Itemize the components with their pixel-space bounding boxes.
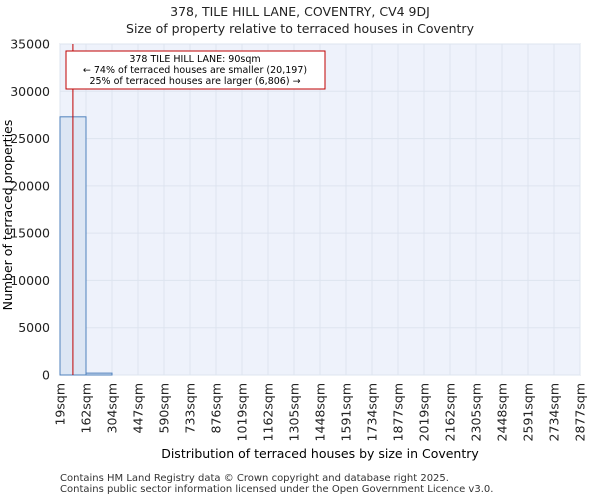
x-tick-label: 1448sqm: [313, 383, 328, 441]
y-tick-label: 10000: [10, 273, 50, 288]
footer-licence: Contains public sector information licen…: [60, 484, 494, 495]
footer-copyright: Contains HM Land Registry data © Crown c…: [60, 473, 449, 484]
y-tick-label: 15000: [10, 226, 50, 241]
x-tick-label: 304sqm: [105, 383, 120, 433]
x-tick-label: 1162sqm: [261, 383, 276, 441]
x-tick-label: 1734sqm: [365, 383, 380, 441]
x-axis-label: Distribution of terraced houses by size …: [161, 446, 479, 461]
y-tick-label: 25000: [10, 131, 50, 146]
y-tick-label: 20000: [10, 178, 50, 193]
grid-lines: [59, 43, 581, 376]
x-axis: 19sqm 162sqm 304sqm 447sqm 590sqm 733sqm 876sq…: [53, 383, 588, 441]
histogram-bar: [85, 372, 113, 376]
y-tick-label: 30000: [10, 84, 50, 99]
x-tick-label: 2019sqm: [417, 383, 432, 441]
histogram-chart: 0 5000 10000 15000 20000 25000 30000 35000 19sq…: [0, 37, 588, 462]
y-axis-label: Number of terraced properties: [0, 120, 15, 311]
x-tick-label: 1591sqm: [339, 383, 354, 441]
x-tick-label: 590sqm: [157, 383, 172, 433]
x-tick-label: 2877sqm: [573, 383, 588, 441]
x-tick-label: 2591sqm: [521, 383, 536, 441]
x-tick-label: 1019sqm: [235, 383, 250, 441]
x-tick-label: 2448sqm: [495, 383, 510, 441]
chart-title: 378, TILE HILL LANE, COVENTRY, CV4 9DJ: [170, 4, 430, 19]
x-tick-label: 2734sqm: [547, 383, 562, 441]
y-tick-label: 0: [42, 368, 50, 383]
y-tick-label: 5000: [18, 320, 50, 335]
chart-subtitle: Size of property relative to terraced ho…: [126, 21, 474, 36]
annotation-box: [65, 50, 326, 90]
y-axis: 0 5000 10000 15000 20000 25000 30000 35000: [10, 37, 50, 383]
annotation-line-2: ← 74% of terraced houses are smaller (20…: [83, 65, 307, 76]
x-tick-label: 733sqm: [183, 383, 198, 433]
x-tick-label: 162sqm: [79, 383, 94, 433]
x-tick-label: 447sqm: [131, 383, 146, 433]
x-tick-label: 1877sqm: [391, 383, 406, 441]
x-tick-label: 876sqm: [209, 383, 224, 433]
x-tick-label: 19sqm: [53, 383, 68, 426]
x-tick-label: 2305sqm: [469, 383, 484, 441]
x-tick-label: 2162sqm: [443, 383, 458, 441]
annotation-line-1: 378 TILE HILL LANE: 90sqm: [129, 54, 260, 65]
y-tick-label: 35000: [10, 37, 50, 52]
x-tick-label: 1305sqm: [287, 383, 302, 441]
annotation-line-3: 25% of terraced houses are larger (6,806…: [89, 76, 300, 87]
